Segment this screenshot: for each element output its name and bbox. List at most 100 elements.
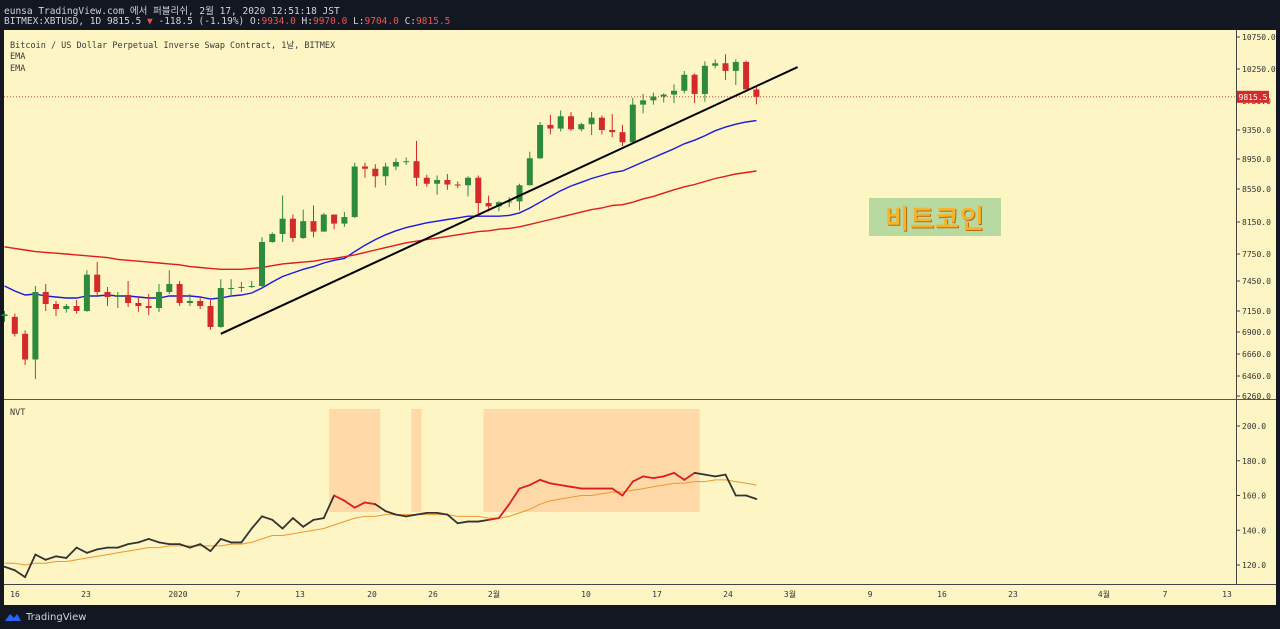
candle-body bbox=[135, 303, 142, 306]
high-label: H: bbox=[301, 16, 313, 27]
candle-body bbox=[557, 116, 564, 129]
axes: 6260.0 6460.0 6660.0 6900.0 7150.0 7450.0 7750… bbox=[4, 30, 1276, 599]
footer[interactable]: TradingView bbox=[4, 611, 86, 623]
nvt-line-segment bbox=[570, 485, 583, 490]
nvt-line-segment bbox=[116, 543, 130, 549]
nvt-line-segment bbox=[147, 538, 160, 544]
candle-body bbox=[73, 306, 80, 311]
time-tick-label: 26 bbox=[428, 590, 438, 599]
time-tick-label: 7 bbox=[1163, 590, 1168, 599]
candle-body bbox=[362, 166, 368, 169]
candle-body bbox=[671, 90, 677, 95]
candle-body bbox=[681, 74, 688, 91]
candle-body bbox=[403, 161, 410, 163]
trend-line bbox=[220, 66, 799, 335]
price-tick-label: 8950.0 bbox=[1242, 155, 1271, 164]
nvt-line-segment bbox=[271, 518, 284, 530]
candle-body bbox=[1, 314, 8, 317]
nvt-line-segment bbox=[158, 541, 171, 546]
nvt-line-segment bbox=[477, 518, 490, 523]
nvt-line-segment bbox=[559, 484, 572, 488]
nvt-line-segment bbox=[302, 518, 315, 528]
nvt-legend[interactable]: NVT bbox=[10, 408, 26, 418]
brand-name: TradingView bbox=[26, 611, 87, 623]
price-tick-label: 8550.0 bbox=[1242, 185, 1271, 194]
nvt-pane[interactable] bbox=[3, 409, 758, 579]
candle-body bbox=[331, 214, 338, 224]
price-tick-label: 7750.0 bbox=[1242, 250, 1271, 259]
candle-body bbox=[701, 65, 708, 94]
candle-body bbox=[743, 61, 750, 90]
chart-background bbox=[4, 30, 1276, 605]
watermark-label: 비트코인 bbox=[869, 198, 1001, 236]
nvt-line-segment bbox=[312, 517, 325, 521]
nvt-tick-label: 200.0 bbox=[1242, 422, 1266, 431]
nvt-line-segment bbox=[3, 565, 16, 572]
nvt-line-segment bbox=[693, 472, 706, 476]
nvt-line-segment bbox=[75, 546, 88, 554]
nvt-line-segment bbox=[497, 503, 511, 519]
nvt-line-segment bbox=[13, 569, 27, 579]
low-label: L: bbox=[353, 16, 365, 27]
nvt-line-segment bbox=[673, 472, 686, 481]
open-label: O: bbox=[250, 16, 262, 27]
candle-body bbox=[310, 221, 317, 232]
nvt-line-segment bbox=[333, 494, 346, 502]
price-pane[interactable] bbox=[1, 54, 1237, 379]
nvt-line-segment bbox=[281, 517, 294, 530]
nvt-line-segment bbox=[642, 475, 655, 480]
ema-legend-2[interactable]: EMA bbox=[10, 64, 26, 74]
nvt-line-segment bbox=[65, 546, 78, 559]
nvt-tick-label: 160.0 bbox=[1242, 492, 1266, 501]
candle-body bbox=[228, 288, 235, 289]
nvt-line-segment bbox=[364, 501, 377, 506]
time-tick-label: 13 bbox=[295, 590, 305, 599]
candle-body bbox=[259, 242, 265, 286]
price-tick-label: 6660.0 bbox=[1242, 350, 1271, 359]
candle-body bbox=[732, 61, 739, 71]
nvt-line-segment bbox=[137, 538, 150, 544]
candle-body bbox=[506, 201, 513, 203]
nvt-line-segment bbox=[508, 487, 521, 506]
nvt-line-segment bbox=[250, 515, 263, 530]
nvt-line-segment bbox=[44, 555, 57, 561]
nvt-line-segment bbox=[219, 538, 233, 544]
candle-body bbox=[537, 124, 544, 159]
time-tick-label: 9 bbox=[868, 590, 873, 599]
candle-body bbox=[166, 284, 173, 292]
nvt-line-segment bbox=[34, 553, 47, 561]
price-tick-label: 10750.0 bbox=[1242, 33, 1276, 42]
publish-info: eunsa TradingView.com 에서 퍼블리쉬, 2월 17, 20… bbox=[4, 6, 340, 17]
candle-body bbox=[392, 162, 399, 167]
nvt-line-segment bbox=[322, 494, 336, 519]
nvt-line-segment bbox=[209, 538, 222, 552]
nvt-line-segment bbox=[24, 553, 37, 579]
nvt-highlight-zone bbox=[483, 409, 700, 512]
ema-legend-1[interactable]: EMA bbox=[10, 52, 26, 62]
candle-body bbox=[125, 295, 132, 303]
high-value: 9970.0 bbox=[312, 16, 348, 27]
candle-body bbox=[526, 158, 533, 186]
nvt-line-segment bbox=[631, 475, 644, 483]
candle-body bbox=[588, 117, 595, 125]
nvt-line-segment bbox=[518, 484, 531, 490]
nvt-line-segment bbox=[714, 473, 727, 478]
candle-body bbox=[598, 117, 605, 130]
time-tick-label: 3월 bbox=[784, 589, 796, 599]
candle-body bbox=[423, 177, 430, 184]
candle-body bbox=[63, 306, 70, 309]
ohlc-status: BITMEX:XBTUSD, 1D 9815.5 ▼ -118.5 (-1.19… bbox=[4, 16, 450, 27]
nvt-line-segment bbox=[261, 515, 274, 521]
time-tick-label: 7 bbox=[236, 590, 241, 599]
candle-body bbox=[413, 161, 420, 178]
price-tick-label: 8150.0 bbox=[1242, 218, 1271, 227]
nvt-line-segment bbox=[621, 480, 634, 497]
chart-area[interactable]: 6260.0 6460.0 6660.0 6900.0 7150.0 7450.0 7750… bbox=[0, 0, 1280, 606]
price-tick-label: 6900.0 bbox=[1242, 328, 1271, 337]
nvt-line-segment bbox=[456, 520, 469, 525]
price-tick-label: 7150.0 bbox=[1242, 307, 1271, 316]
nvt-line-segment bbox=[436, 511, 449, 516]
candle-body bbox=[11, 316, 18, 334]
nvt-line-segment bbox=[662, 472, 675, 478]
nvt-line-segment bbox=[549, 482, 562, 486]
